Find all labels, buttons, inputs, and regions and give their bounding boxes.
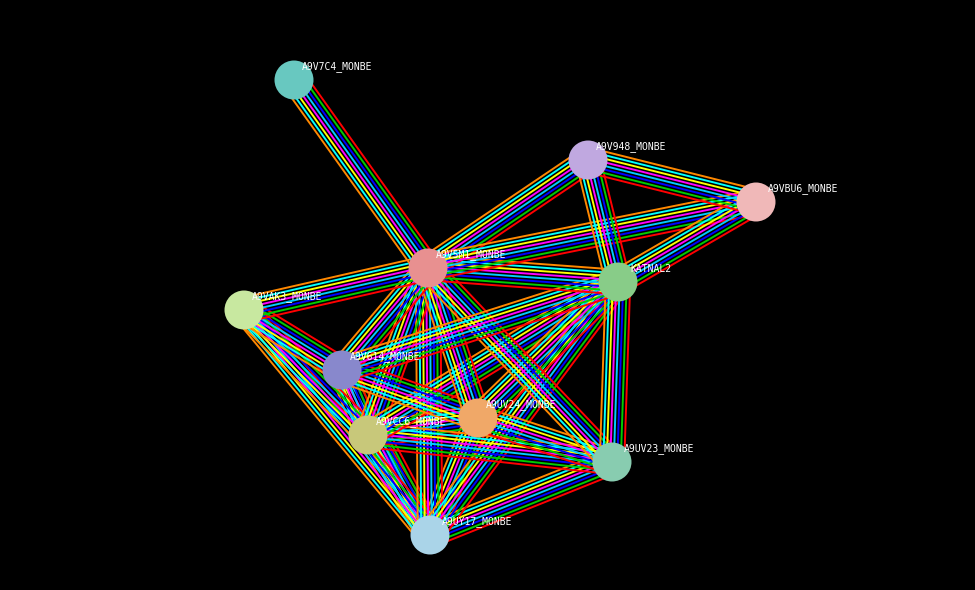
Point [470, 413, 486, 422]
Text: A9VCC6_MONBE: A9VCC6_MONBE [376, 416, 447, 427]
Point [748, 197, 763, 206]
Text: A9VAK3_MONBE: A9VAK3_MONBE [252, 291, 323, 302]
Text: KATNAL2: KATNAL2 [630, 264, 671, 274]
Text: A9V5M1_MONBE: A9V5M1_MONBE [436, 249, 506, 260]
Text: A9V948_MONBE: A9V948_MONBE [596, 141, 667, 152]
Point [604, 457, 620, 467]
Text: A9VBU6_MONBE: A9VBU6_MONBE [768, 183, 838, 194]
Text: A9V614_MONBE: A9V614_MONBE [350, 351, 420, 362]
Point [580, 155, 596, 165]
Text: A9UV23_MONBE: A9UV23_MONBE [624, 443, 694, 454]
Point [287, 76, 302, 85]
Text: A9UV24_MONBE: A9UV24_MONBE [486, 399, 557, 410]
Point [360, 430, 375, 440]
Point [610, 277, 626, 287]
Point [420, 263, 436, 273]
Point [334, 365, 350, 375]
Text: A9UY17_MONBE: A9UY17_MONBE [442, 516, 513, 527]
Point [422, 530, 438, 540]
Text: A9V7C4_MONBE: A9V7C4_MONBE [302, 61, 372, 72]
Point [236, 305, 252, 314]
